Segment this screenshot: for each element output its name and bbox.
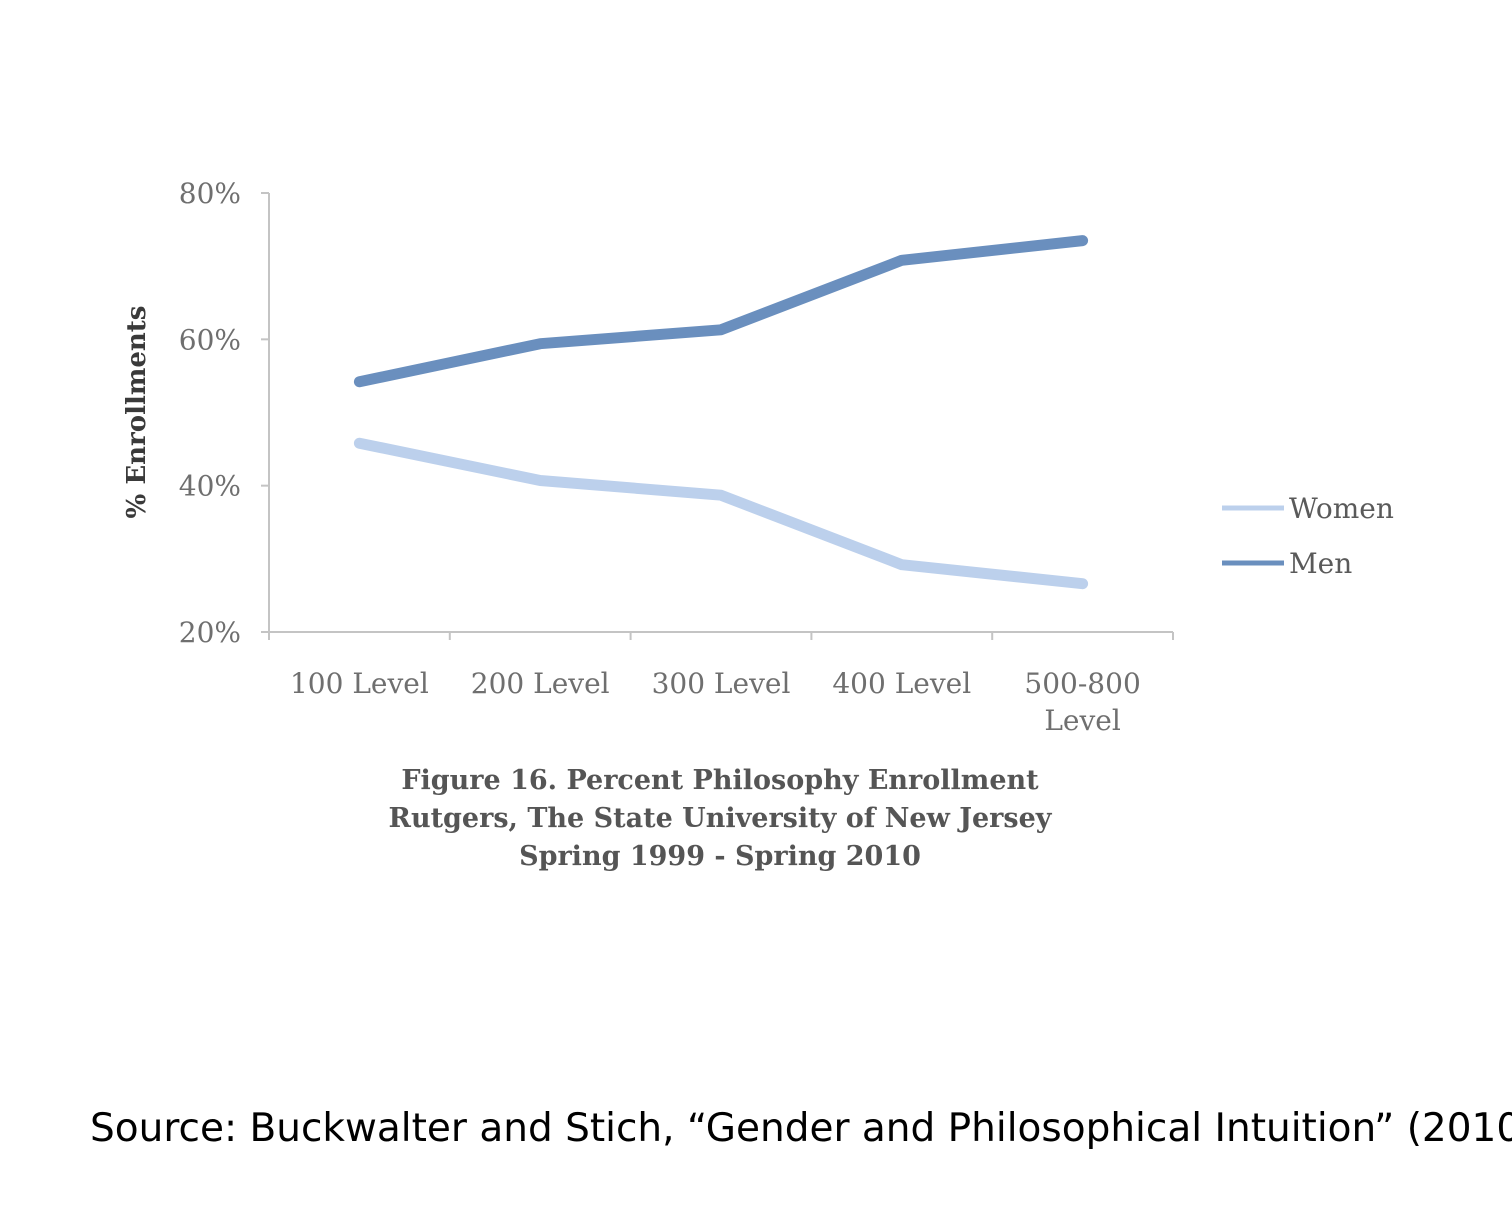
x-tick-label: 200 Level [471,667,610,700]
y-tick-label: 20% [179,616,241,649]
data-point-women [900,563,903,566]
data-point-women [720,494,722,497]
source-citation: Source: Buckwalter and Stich, “Gender an… [90,1106,1512,1151]
caption-line-3: Spring 1999 - Spring 2010 [519,841,921,872]
legend-label-men: Men [1289,547,1352,580]
series-line-women [353,437,1089,590]
chart-series [353,235,1089,590]
y-tick-label: 80% [179,177,241,210]
chart-axes [268,193,1173,633]
x-tick-label: 100 Level [290,667,429,700]
data-point-men [720,328,722,331]
data-point-men [358,380,361,383]
caption-line-2: Rutgers, The State University of New Jer… [388,803,1052,834]
legend-label-women: Women [1289,492,1394,525]
x-tick-label: 300 Level [652,667,791,700]
y-axis-label: % Enrollments [122,306,152,519]
x-tick-label: 400 Level [832,667,971,700]
data-point-women [539,479,542,482]
y-axis-ticks: 20% 40% 60% 80% [179,177,269,649]
x-axis-ticks: 100 Level 200 Level 300 Level 400 Level 500-… [268,632,1174,737]
y-tick-label: 60% [179,323,241,356]
data-point-women [358,442,361,445]
data-point-men [539,342,542,345]
caption-line-1: Figure 16. Percent Philosophy Enrollment [401,765,1039,796]
data-point-women [1081,582,1084,585]
chart-legend: Women Men [1222,492,1394,580]
data-point-men [900,259,903,262]
x-tick-label: 500-800 Level [1024,667,1140,737]
y-tick-label: 40% [179,470,241,503]
figure-caption: Figure 16. Percent Philosophy Enrollment… [300,762,1140,876]
series-line-men [353,235,1089,388]
data-point-men [1081,239,1084,242]
